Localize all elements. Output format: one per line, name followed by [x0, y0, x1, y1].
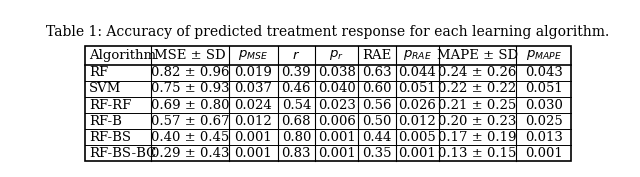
Text: 0.60: 0.60 — [362, 82, 392, 95]
Text: $p_{MAPE}$: $p_{MAPE}$ — [525, 48, 562, 62]
Text: 0.69 ± 0.80: 0.69 ± 0.80 — [150, 99, 229, 112]
Text: 0.39: 0.39 — [282, 66, 311, 79]
Text: 0.82 ± 0.96: 0.82 ± 0.96 — [150, 66, 229, 79]
Text: 0.001: 0.001 — [525, 147, 563, 160]
Text: $p_r$: $p_r$ — [329, 48, 344, 62]
Text: 0.001: 0.001 — [398, 147, 436, 160]
Text: 0.030: 0.030 — [525, 99, 563, 112]
Text: Algorithm: Algorithm — [89, 49, 156, 62]
Text: 0.012: 0.012 — [234, 115, 272, 128]
Text: 0.44: 0.44 — [362, 131, 392, 144]
Text: 0.023: 0.023 — [317, 99, 356, 112]
Text: 0.46: 0.46 — [282, 82, 311, 95]
Text: 0.013: 0.013 — [525, 131, 563, 144]
Text: MSE ± SD: MSE ± SD — [154, 49, 226, 62]
Text: 0.006: 0.006 — [317, 115, 356, 128]
Text: 0.68: 0.68 — [282, 115, 311, 128]
Text: RF-BS: RF-BS — [89, 131, 131, 144]
Text: $p_{RAE}$: $p_{RAE}$ — [403, 48, 432, 62]
Text: 0.012: 0.012 — [398, 115, 436, 128]
Text: 0.21 ± 0.25: 0.21 ± 0.25 — [438, 99, 516, 112]
Text: 0.038: 0.038 — [317, 66, 356, 79]
Text: 0.005: 0.005 — [398, 131, 436, 144]
Text: 0.50: 0.50 — [362, 115, 392, 128]
Text: 0.001: 0.001 — [317, 131, 355, 144]
Text: 0.22 ± 0.22: 0.22 ± 0.22 — [438, 82, 516, 95]
Text: $p_{MSE}$: $p_{MSE}$ — [238, 48, 268, 62]
Text: 0.54: 0.54 — [282, 99, 311, 112]
Text: RAE: RAE — [362, 49, 392, 62]
Text: 0.019: 0.019 — [234, 66, 272, 79]
Text: 0.026: 0.026 — [398, 99, 436, 112]
Text: 0.037: 0.037 — [234, 82, 272, 95]
Text: 0.025: 0.025 — [525, 115, 563, 128]
Text: 0.56: 0.56 — [362, 99, 392, 112]
Text: RF-B: RF-B — [89, 115, 122, 128]
Text: RF: RF — [89, 66, 108, 79]
Text: 0.83: 0.83 — [282, 147, 311, 160]
Text: RF-RF: RF-RF — [89, 99, 131, 112]
Text: $r$: $r$ — [292, 49, 300, 62]
Text: 0.20 ± 0.23: 0.20 ± 0.23 — [438, 115, 516, 128]
Text: 0.75 ± 0.93: 0.75 ± 0.93 — [150, 82, 229, 95]
Text: 0.001: 0.001 — [234, 147, 272, 160]
Text: 0.001: 0.001 — [234, 131, 272, 144]
Text: 0.044: 0.044 — [398, 66, 436, 79]
Text: 0.63: 0.63 — [362, 66, 392, 79]
Text: 0.043: 0.043 — [525, 66, 563, 79]
Text: 0.24 ± 0.26: 0.24 ± 0.26 — [438, 66, 516, 79]
Text: 0.051: 0.051 — [525, 82, 563, 95]
Text: 0.80: 0.80 — [282, 131, 311, 144]
Text: 0.40 ± 0.45: 0.40 ± 0.45 — [151, 131, 229, 144]
Text: MAPE ± SD: MAPE ± SD — [437, 49, 518, 62]
Text: 0.35: 0.35 — [362, 147, 392, 160]
Text: Table 1: Accuracy of predicted treatment response for each learning algorithm.: Table 1: Accuracy of predicted treatment… — [46, 25, 610, 39]
Text: 0.13 ± 0.15: 0.13 ± 0.15 — [438, 147, 516, 160]
Text: 0.040: 0.040 — [317, 82, 355, 95]
Text: 0.17 ± 0.19: 0.17 ± 0.19 — [438, 131, 517, 144]
Text: 0.024: 0.024 — [234, 99, 272, 112]
Text: 0.001: 0.001 — [317, 147, 355, 160]
Text: SVM: SVM — [89, 82, 122, 95]
Text: RF-BS-BC: RF-BS-BC — [89, 147, 156, 160]
Text: 0.57 ± 0.67: 0.57 ± 0.67 — [150, 115, 229, 128]
Text: 0.051: 0.051 — [398, 82, 436, 95]
Text: 0.29 ± 0.43: 0.29 ± 0.43 — [150, 147, 229, 160]
